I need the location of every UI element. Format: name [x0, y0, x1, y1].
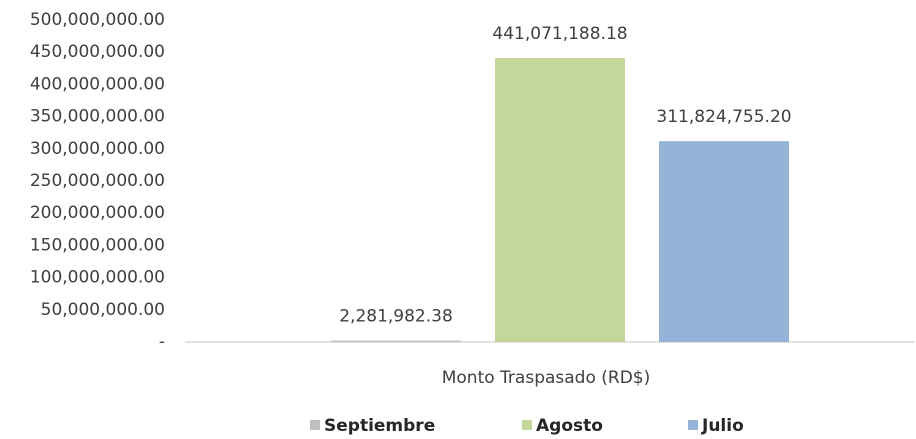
data-label: 441,071,188.18 [492, 24, 627, 44]
y-tick-label: 300,000,000.00 [30, 139, 165, 159]
legend-label: Agosto [536, 416, 603, 436]
x-tick-label: Monto Traspasado (RD$) [442, 368, 651, 388]
bar [659, 141, 789, 342]
bar [331, 340, 461, 342]
data-label: 2,281,982.38 [339, 307, 453, 327]
data-label: 311,824,755.20 [656, 107, 791, 127]
y-tick-label: 350,000,000.00 [30, 107, 165, 127]
legend-label: Julio [701, 416, 744, 436]
y-tick-label: 450,000,000.00 [30, 42, 165, 62]
legend-swatch [522, 420, 532, 430]
y-tick-label: 250,000,000.00 [30, 171, 165, 191]
y-tick-label: 100,000,000.00 [30, 268, 165, 288]
y-tick-label: 400,000,000.00 [30, 74, 165, 94]
legend-swatch [688, 420, 698, 430]
legend-swatch [310, 420, 320, 430]
bar [495, 57, 625, 342]
y-tick-label: 200,000,000.00 [30, 203, 165, 223]
legend-label: Septiembre [324, 416, 435, 436]
y-tick-label: 50,000,000.00 [41, 300, 165, 320]
y-tick-label: - [159, 332, 165, 352]
y-tick-label: 500,000,000.00 [30, 10, 165, 30]
y-tick-label: 150,000,000.00 [30, 235, 165, 255]
